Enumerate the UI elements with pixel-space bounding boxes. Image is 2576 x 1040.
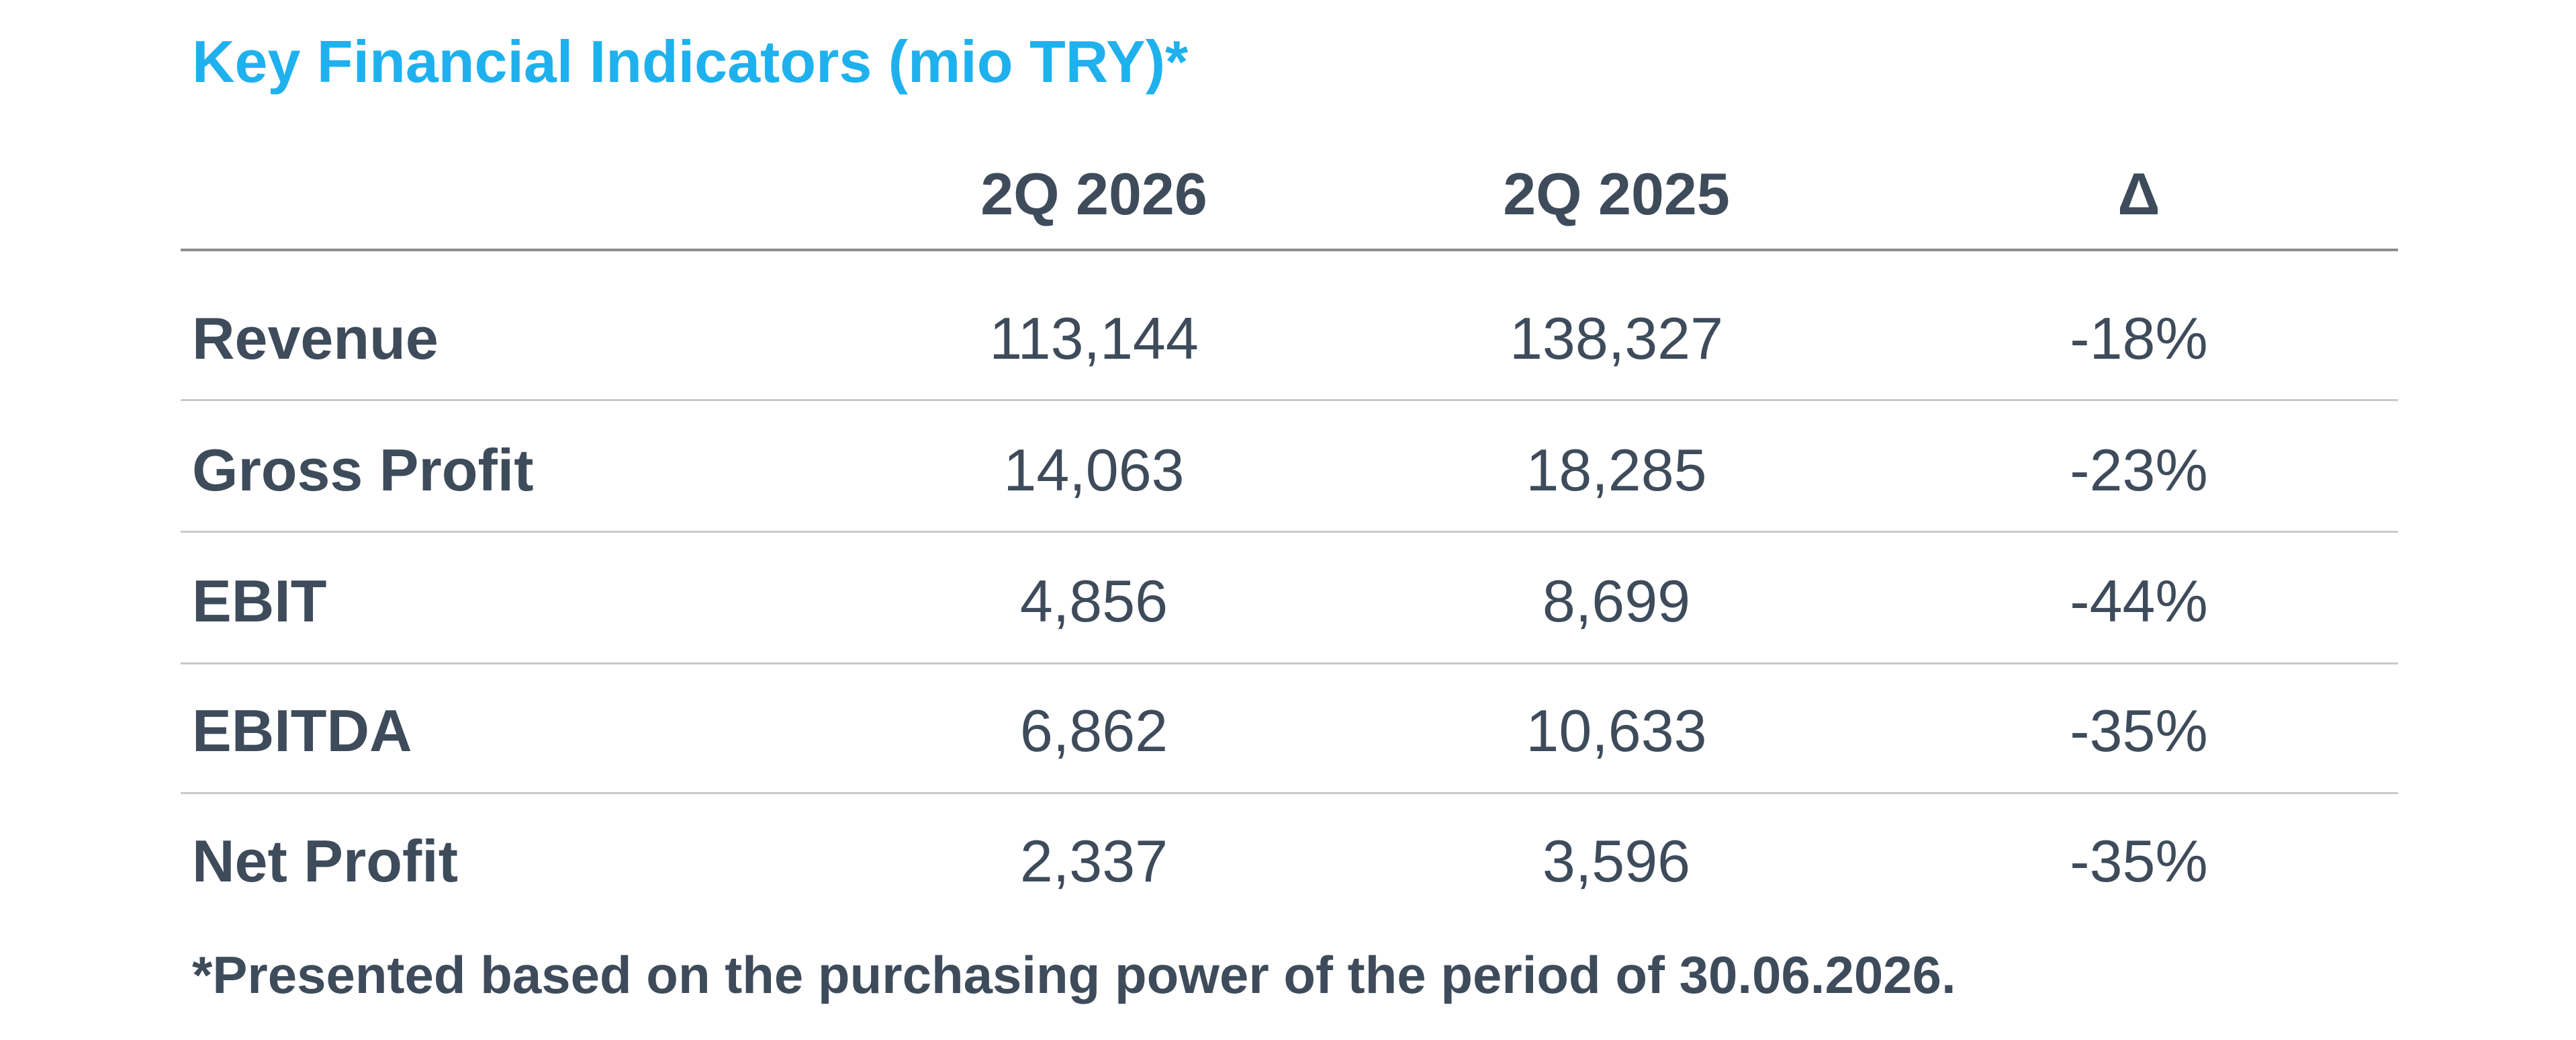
title: Key Financial Indicators (mio TRY)*	[192, 28, 1189, 95]
cell-value: 6,862	[1019, 697, 1168, 764]
row-rule	[181, 399, 2398, 401]
row-rule	[181, 792, 2398, 794]
cell-value: 4,856	[1019, 568, 1168, 634]
cell-value: 113,144	[989, 305, 1199, 372]
cell-value: 3,596	[1542, 828, 1691, 894]
row-label: EBITDA	[192, 697, 412, 764]
cell-value: -35%	[2070, 697, 2208, 764]
column-header: 2Q 2025	[1503, 161, 1730, 227]
row-rule	[181, 662, 2398, 664]
cell-value: 10,633	[1526, 697, 1707, 764]
cell-value: -18%	[2070, 305, 2208, 372]
cell-value: 18,285	[1526, 437, 1707, 503]
cell-value: 138,327	[1509, 305, 1724, 372]
row-label: EBIT	[192, 568, 327, 634]
cell-value: 2,337	[1019, 828, 1168, 894]
cell-value: -44%	[2070, 568, 2208, 634]
column-header: 2Q 2026	[980, 161, 1207, 227]
cell-value: -35%	[2070, 828, 2208, 894]
row-label: Net Profit	[192, 828, 458, 894]
cell-value: 14,063	[1003, 437, 1185, 503]
cell-value: 8,699	[1542, 568, 1691, 634]
cell-value: -23%	[2070, 437, 2208, 503]
row-rule	[181, 531, 2398, 533]
footnote: *Presented based on the purchasing power…	[192, 945, 1956, 1004]
row-label: Revenue	[192, 305, 439, 372]
row-label: Gross Profit	[192, 437, 534, 503]
header-rule	[181, 249, 2398, 251]
column-header: Δ	[2117, 161, 2160, 227]
